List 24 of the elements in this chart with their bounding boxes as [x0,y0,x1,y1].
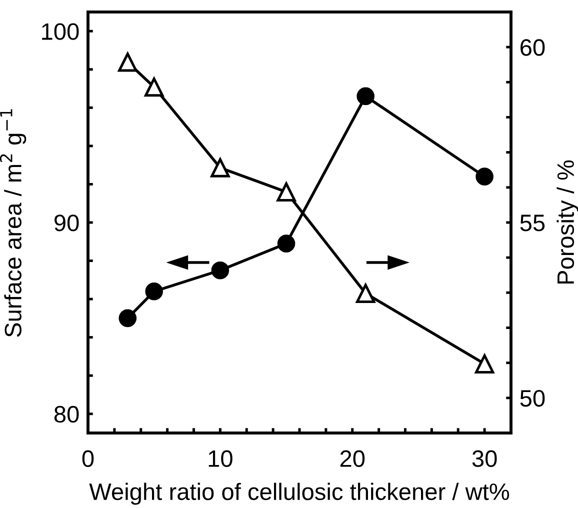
x-tick-label: 30 [472,450,497,468]
y-tick-label: 100 [42,23,79,40]
point [144,77,164,97]
point [118,52,138,72]
point [476,168,494,186]
y2-tick-label: 60 [520,39,545,56]
y-axis-title: Surface area / m$^{2}$ g$^{−1}$ [0,109,26,337]
y2-tick-label: 55 [520,214,545,232]
point [356,87,374,106]
x-axis-title: Weight ratio of cellulosic thickener / wt% [89,482,510,505]
y-tick-label: 90 [54,214,79,232]
y2-tick-label: 50 [520,390,545,407]
point [145,282,163,300]
point [210,158,230,178]
x-tick-label: 0 [82,450,94,468]
point [277,234,296,252]
point [211,261,230,280]
x-tick-label: 20 [340,450,365,468]
point [356,284,376,303]
point [474,354,494,374]
point [118,309,137,328]
x-tick-label: 10 [208,450,232,468]
point [276,182,296,202]
y-tick-label: 80 [54,406,79,423]
